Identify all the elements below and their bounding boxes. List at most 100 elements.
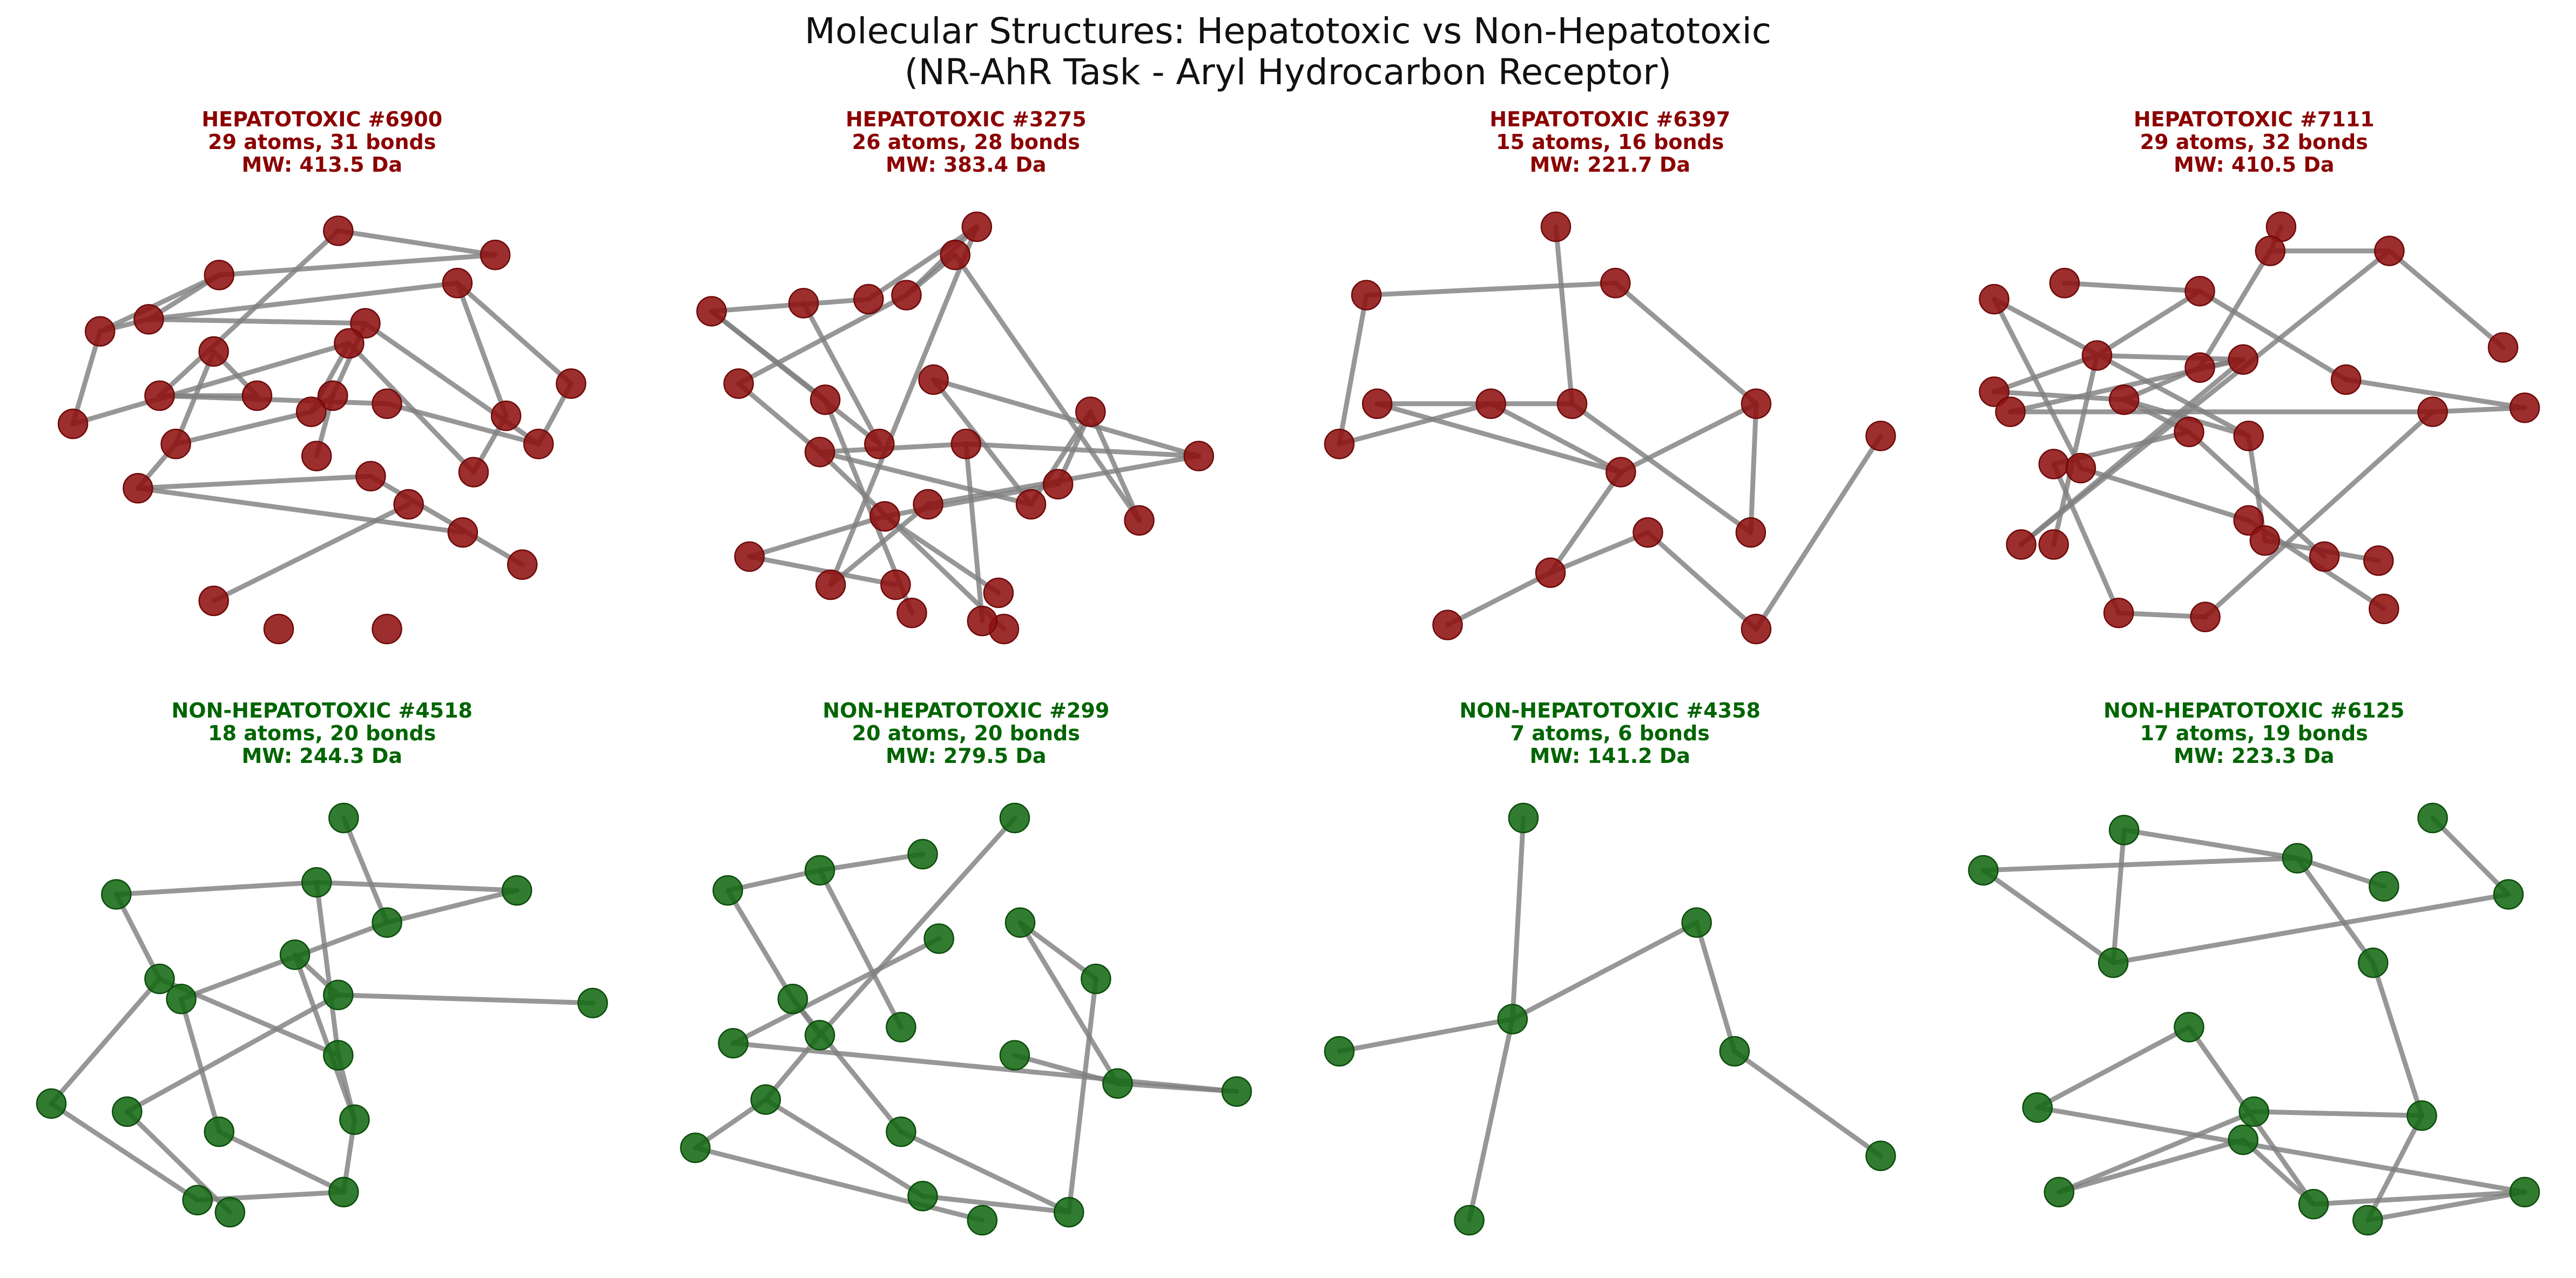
bond-line [1618,401,1759,475]
atom-node [323,979,354,1011]
bond-line [2295,856,2376,965]
panel-atom-bond-count: 17 atoms, 19 bonds [2140,721,2368,745]
atom-node [896,597,927,628]
bond-line [455,280,509,418]
bond-line [953,252,1142,523]
bond-line [335,992,595,1006]
atom-node [1606,457,1636,488]
atom-node [788,288,819,319]
atom-node [2417,396,2448,427]
bond-line [736,381,822,455]
panel-atom-bond-count: 20 atoms, 20 bonds [852,721,1080,745]
atom-node [198,336,229,367]
atom-node [2038,449,2069,479]
bond-line [1981,868,2116,965]
atom-node [2330,364,2362,395]
bond-line [1488,401,1623,475]
atom-node [886,1012,916,1043]
panel-molecular-weight: MW: 141.2 Da [1529,744,1690,768]
atom-node [1979,283,2009,315]
atom-node [577,988,608,1018]
bond-line [2062,280,2202,294]
bond-line [963,441,1202,459]
atom-node [1741,388,1772,420]
atom-node [123,473,153,504]
atom-node [864,429,895,459]
atom-node [112,1096,143,1127]
bond-line [1548,530,1650,576]
atom-node [886,1116,916,1147]
atom-node [1600,268,1631,299]
bond-line [49,1101,200,1203]
atom-node [1324,1036,1355,1067]
bond-line [817,815,1017,1038]
bond-line [2110,827,2127,965]
atom-node [1081,963,1111,995]
bond-line [217,252,498,278]
bond-line [828,224,980,587]
bond-line [157,228,341,398]
panel-atom-bond-count: 7 atoms, 6 bonds [1510,721,1710,745]
atom-node [1865,421,1896,451]
bond-line [817,868,903,1030]
atom-node [2374,235,2405,266]
bond-line [817,851,926,873]
bond-line [2051,462,2121,616]
atom-node [2238,1096,2269,1127]
atom-node [853,283,884,315]
atom-node [1719,1036,1750,1067]
atom-node [1221,1076,1252,1107]
figure-title-line1: Molecular Structures: Hepatotoxic vs Non… [805,10,1771,52]
bond-line [801,301,882,447]
atom-node [279,939,311,970]
atom-node [1183,441,1215,471]
bond-line [292,952,357,1123]
bond-line [2197,248,2273,370]
atom-node [1497,1004,1528,1034]
atom-node [442,268,473,299]
atom-node [1995,396,2026,427]
atom-node [734,541,765,572]
atom-node [2358,947,2389,978]
bond-line [731,936,942,1046]
bond-line [1569,401,1754,535]
atom-node [204,1116,235,1147]
atom-node [1053,1196,1084,1228]
bond-line [1732,1049,1883,1159]
atom-node [350,308,381,339]
atom-node [2174,1012,2204,1043]
atom-node [2190,601,2221,632]
bond-line [1992,353,2100,394]
atom-node [334,328,365,359]
atom-node [2509,393,2540,423]
atom-node [2049,268,2080,299]
atom-node [301,441,332,471]
bond-line [1337,293,1369,447]
bond-line [2343,377,2527,410]
bond-line [70,329,103,427]
bond-line [2056,1137,2246,1195]
atom-node [263,613,294,645]
atom-node [1735,517,1766,548]
atom-node [880,569,911,600]
atom-node [913,489,943,520]
atom-node [501,875,532,906]
atom-node [1124,505,1155,536]
bond-line [747,513,887,559]
atom-node [2228,344,2258,375]
atom-node [2228,1124,2258,1155]
bond-line [1694,920,1737,1054]
bond-line [2386,248,2506,350]
bond-line [1645,530,1759,632]
panel-label: HEPATOTOXIC #6397 [1489,107,1730,131]
bond-line [725,888,795,1002]
bond-line [455,280,574,387]
atom-node [2363,545,2394,576]
bond-line [335,228,498,258]
atom-node [907,1181,938,1212]
atom-node [2022,1092,2053,1123]
bond-line [2197,288,2349,382]
bond-line [763,1097,926,1199]
panel-label: HEPATOTOXIC #6900 [201,107,442,131]
